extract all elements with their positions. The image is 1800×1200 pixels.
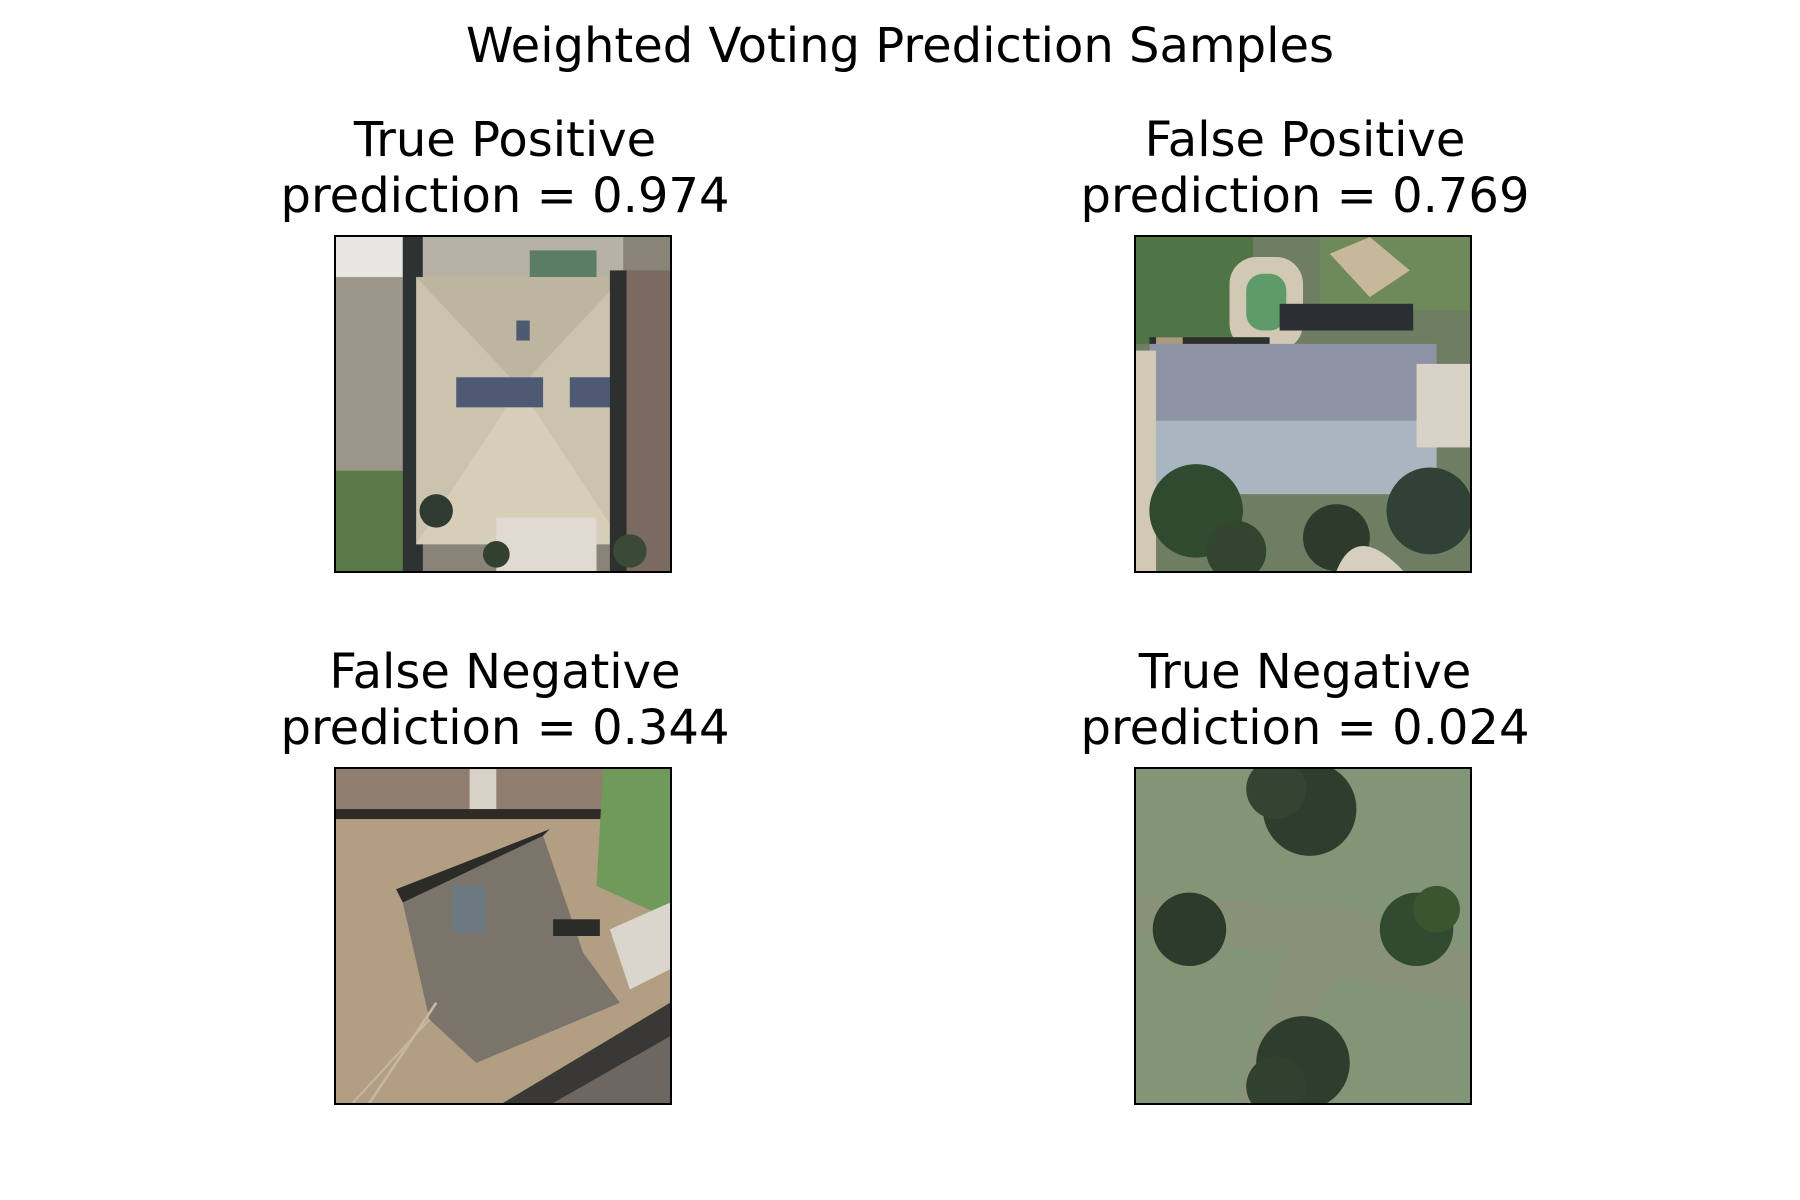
panel-prediction: prediction = 0.769 (1080, 168, 1530, 224)
panel-prediction: prediction = 0.024 (1080, 700, 1530, 756)
figure-title: Weighted Voting Prediction Samples (466, 18, 1334, 74)
aerial-house-with-solar-panels-icon (334, 235, 672, 573)
panel-title: False Positive prediction = 0.769 (955, 112, 1655, 224)
panel-title: False Negative prediction = 0.344 (155, 644, 855, 756)
panel-label: True Positive (353, 112, 657, 168)
aerial-house-dirt-yard-icon (334, 767, 672, 1105)
panel-label: False Negative (329, 644, 681, 700)
aerial-house-with-pool-icon (1134, 235, 1472, 573)
panel-title: True Positive prediction = 0.974 (155, 112, 855, 224)
panel-title: True Negative prediction = 0.024 (955, 644, 1655, 756)
aerial-grass-with-trees-icon (1134, 767, 1472, 1105)
panel-prediction: prediction = 0.974 (280, 168, 730, 224)
panel-label: False Positive (1144, 112, 1466, 168)
panel-prediction: prediction = 0.344 (280, 700, 730, 756)
panel-label: True Negative (1138, 644, 1472, 700)
